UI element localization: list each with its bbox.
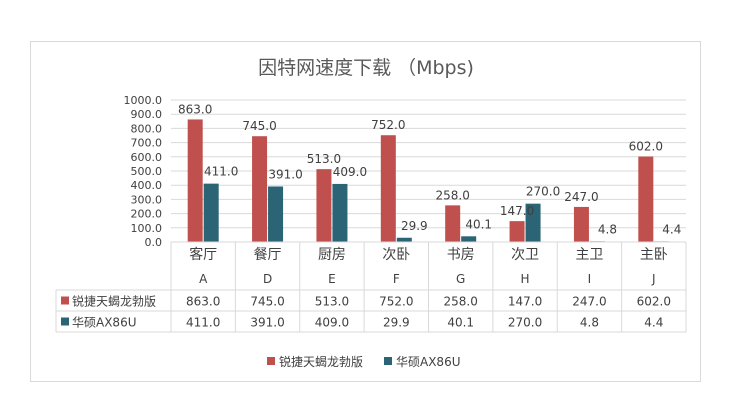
table-cell-value: 4.4 [644, 316, 663, 330]
chart-frame [30, 41, 701, 382]
data-table: 客厅 A 餐厅 D 厨房 E 次卧 F 书房 G 次卫 H 主卫 I 主卧 J 锐捷天蝎龙勃版 863.0 745.… [55, 241, 687, 333]
y-tick-label: 100.0 [131, 222, 163, 235]
data-label: 602.0 [629, 140, 663, 154]
y-tick-label: 1000.0 [124, 94, 163, 107]
table-cell-value: 258.0 [444, 295, 478, 309]
category-label: 次卧 [382, 247, 410, 263]
table-cell-value: 752.0 [379, 295, 413, 309]
legend-swatch [384, 357, 392, 365]
table-cell-value: 147.0 [508, 295, 542, 309]
data-label: 752.0 [371, 118, 405, 132]
bar [638, 156, 654, 242]
bar [461, 236, 477, 242]
bar [252, 136, 268, 242]
category-sublabel: G [456, 272, 465, 286]
bars [187, 119, 670, 242]
bar [445, 205, 461, 242]
data-label: 513.0 [307, 152, 341, 166]
table-cell-value: 411.0 [186, 316, 220, 330]
bar [187, 119, 203, 242]
table-cell-value: 247.0 [572, 295, 606, 309]
y-tick-label: 600.0 [131, 151, 163, 164]
data-label: 247.0 [564, 190, 598, 204]
table-cell-value: 270.0 [508, 316, 542, 330]
data-label: 40.1 [465, 217, 492, 231]
category-sublabel: D [263, 272, 272, 286]
category-label: 厨房 [318, 247, 346, 263]
table-cell-value: 409.0 [315, 316, 349, 330]
data-label: 745.0 [242, 119, 276, 133]
table-cell-value: 513.0 [315, 295, 349, 309]
chart-title: 因特网速度下载 （Mbps) [258, 57, 474, 79]
bar [380, 135, 396, 242]
category-label: 主卫 [575, 247, 603, 263]
category-sublabel: F [393, 272, 400, 286]
data-label: 29.9 [401, 219, 428, 233]
category-label: 次卫 [511, 247, 539, 263]
data-label: 4.4 [662, 222, 681, 236]
bar [268, 186, 284, 242]
table-series-name: 华硕AX86U [72, 316, 136, 330]
table-cell-value: 391.0 [250, 316, 284, 330]
category-label: 客厅 [189, 246, 217, 263]
data-label: 4.8 [598, 222, 617, 236]
data-label: 409.0 [333, 165, 367, 179]
category-sublabel: I [588, 272, 592, 286]
bar [203, 183, 219, 242]
table-cell-value: 602.0 [637, 295, 671, 309]
table-cell-value: 745.0 [250, 295, 284, 309]
bar [396, 237, 412, 242]
table-legend-key [61, 296, 69, 305]
data-label: 863.0 [178, 102, 212, 116]
y-tick-label: 700.0 [131, 137, 163, 150]
category-sublabel: E [328, 272, 336, 286]
table-cell-value: 40.1 [447, 316, 474, 330]
table-legend-key [61, 317, 69, 326]
legend: 锐捷天蝎龙勃版 华硕AX86U [267, 355, 460, 369]
bar [509, 221, 525, 242]
category-sublabel: A [199, 272, 208, 286]
y-tick-label: 800.0 [131, 122, 163, 135]
bar [332, 183, 348, 242]
category-label: 书房 [447, 247, 475, 263]
table-cell-value: 4.8 [580, 316, 599, 330]
data-labels: 863.0 745.0 513.0 752.0 258.0 147.0 247.0 602.0… [178, 102, 681, 236]
data-label: 258.0 [436, 188, 470, 202]
data-label: 270.0 [526, 185, 560, 199]
legend-label: 锐捷天蝎龙勃版 [279, 355, 363, 369]
data-label: 411.0 [204, 165, 238, 179]
y-tick-label: 500.0 [131, 165, 163, 178]
y-tick-label: 900.0 [131, 108, 163, 121]
data-label: 147.0 [500, 204, 534, 218]
category-label: 主卧 [640, 247, 668, 263]
table-cell-value: 29.9 [383, 316, 410, 330]
bar [573, 206, 589, 242]
y-tick-label: 400.0 [131, 179, 163, 192]
y-tick-label: 0.0 [145, 236, 163, 249]
table-cell-value: 863.0 [186, 295, 220, 309]
category-label: 餐厅 [254, 247, 282, 263]
data-label: 391.0 [268, 167, 302, 181]
legend-swatch [267, 357, 275, 365]
y-tick-label: 200.0 [131, 208, 163, 221]
y-tick-label: 300.0 [131, 193, 163, 206]
category-sublabel: H [521, 272, 530, 286]
category-sublabel: J [651, 272, 656, 286]
bar [525, 203, 541, 242]
bar [316, 169, 332, 242]
table-series-name: 锐捷天蝎龙勃版 [72, 295, 156, 309]
legend-label: 华硕AX86U [396, 355, 460, 369]
